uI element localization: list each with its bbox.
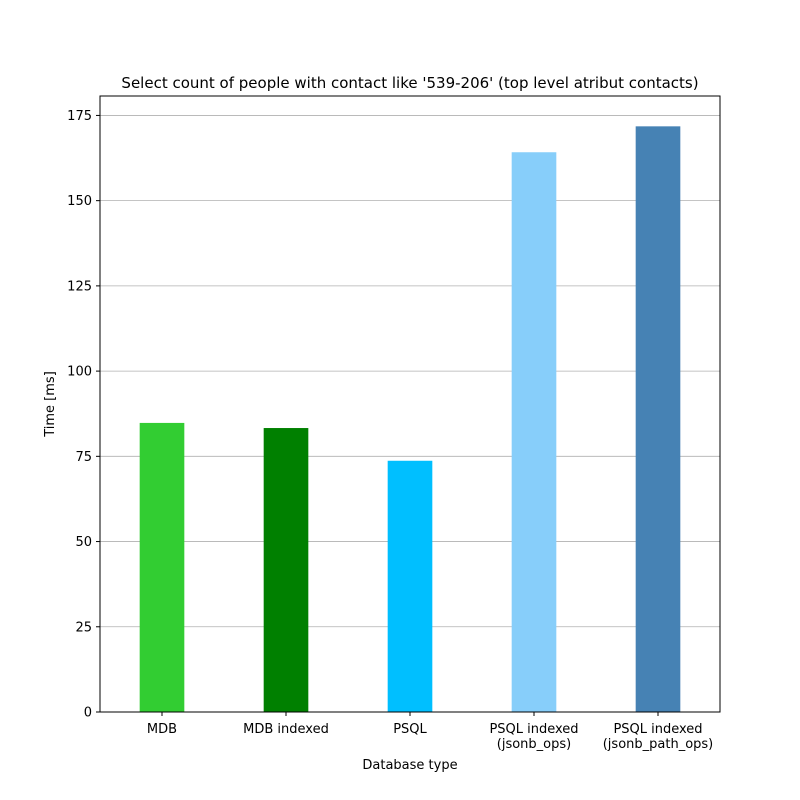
y-tick-label: 150 [67, 194, 92, 209]
y-tick-label: 125 [67, 279, 92, 294]
x-tick-label: PSQL indexed [613, 722, 702, 737]
y-tick-label: 75 [75, 450, 92, 465]
y-axis-ticks: 0 25 50 75 100 125 150 175 [67, 109, 100, 721]
x-axis-label: Database type [362, 758, 457, 773]
y-tick-label: 175 [67, 109, 92, 124]
y-tick-label: 0 [84, 706, 92, 721]
y-axis-label: Time [ms] [43, 371, 58, 438]
x-axis-ticks: MDB MDB indexed PSQL PSQL indexed(jsonb_ops… [147, 712, 713, 752]
bar [263, 428, 309, 712]
y-tick-label: 25 [75, 620, 92, 635]
bar [139, 422, 185, 712]
x-tick-label: (jsonb_ops) [497, 737, 571, 752]
y-tick-label: 100 [67, 365, 92, 380]
x-tick-label: MDB indexed [243, 722, 329, 737]
bar [511, 152, 557, 712]
bar [635, 126, 681, 713]
x-tick-label: PSQL [393, 722, 427, 737]
x-tick-label: MDB [147, 722, 177, 737]
x-tick-label: PSQL indexed [489, 722, 578, 737]
x-tick-label: (jsonb_path_ops) [603, 737, 714, 752]
gridlines [100, 115, 720, 628]
y-tick-label: 50 [75, 535, 92, 550]
bar [387, 460, 433, 712]
bars [139, 126, 681, 713]
chart-title: Select count of people with contact like… [121, 74, 698, 92]
